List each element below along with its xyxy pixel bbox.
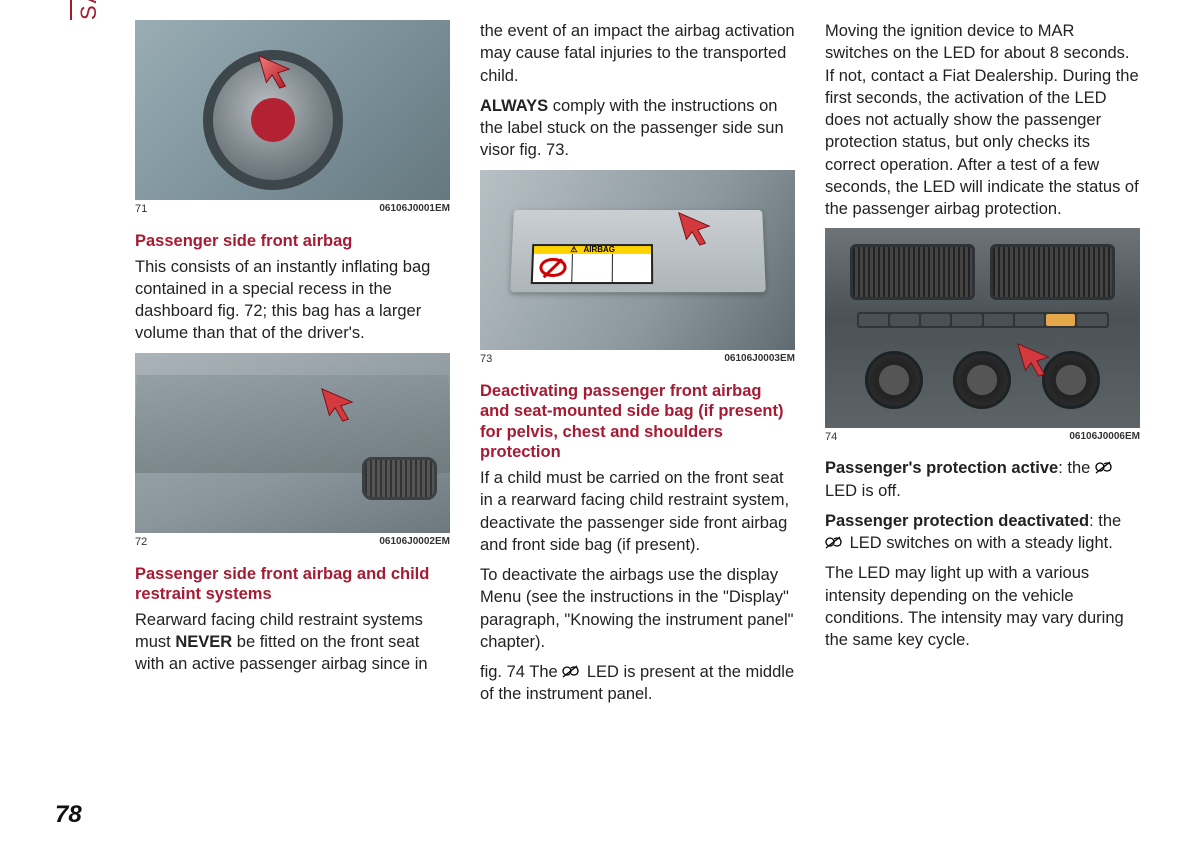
airbag-off-icon: [1095, 459, 1115, 473]
body-text: Moving the ignition device to MAR switch…: [825, 20, 1140, 220]
figure-code: 06106J0002EM: [379, 536, 450, 548]
figure-number: 74: [825, 431, 837, 443]
text-fragment: : the: [1058, 459, 1095, 477]
page-number: 78: [55, 801, 82, 829]
pointer-arrow-icon: [255, 52, 293, 90]
prohibit-icon: [533, 254, 573, 282]
body-text: Passenger protection deactivated: the LE…: [825, 510, 1140, 555]
airbag-warning-label: AIRBAG: [530, 244, 652, 284]
text-bold: Passenger's protection active: [825, 459, 1058, 477]
figure-code: 06106J0006EM: [1069, 431, 1140, 443]
text-bold-never: NEVER: [175, 633, 232, 651]
body-text: If a child must be carried on the front …: [480, 467, 795, 556]
figure-74-image: [825, 228, 1140, 428]
figure-71-image: [135, 20, 450, 200]
figure-number: 71: [135, 203, 147, 215]
heading-child-restraint: Passenger side front airbag and child re…: [135, 564, 450, 605]
figure-71: 71 06106J0001EM: [135, 20, 450, 225]
column-3: Moving the ignition device to MAR switch…: [825, 20, 1140, 800]
body-text: Rearward facing child restraint systems …: [135, 609, 450, 676]
figure-code: 06106J0001EM: [379, 203, 450, 215]
warning-pictogram: [612, 254, 651, 282]
text-bold: Passenger protection deactivated: [825, 512, 1089, 530]
figure-code: 06106J0003EM: [724, 353, 795, 365]
figure-73: AIRBAG 73 06106J0003EM: [480, 170, 795, 375]
column-1: 71 06106J0001EM Passenger side front air…: [135, 20, 450, 800]
warning-pictogram: [572, 254, 612, 282]
heading-passenger-airbag: Passenger side front airbag: [135, 231, 450, 252]
airbag-led-icon: [1046, 314, 1075, 326]
heading-deactivating: Deactivating passenger front airbag and …: [480, 381, 795, 464]
figure-72-image: [135, 353, 450, 533]
figure-number: 73: [480, 353, 492, 365]
body-text: To deactivate the airbags use the displa…: [480, 564, 795, 653]
text-fragment: : the: [1089, 512, 1121, 530]
figure-74: 74 06106J0006EM: [825, 228, 1140, 453]
body-text: the event of an impact the airbag activa…: [480, 20, 795, 87]
figure-number: 72: [135, 536, 147, 548]
airbag-off-icon: [562, 663, 582, 677]
body-text: The LED may light up with a various inte…: [825, 562, 1140, 651]
text-fragment: LED switches on with a steady light.: [845, 534, 1113, 552]
section-tab: SAFETY: [70, 0, 102, 20]
pointer-arrow-icon: [318, 385, 356, 423]
pointer-arrow-icon: [1014, 340, 1052, 378]
text-bold-always: ALWAYS: [480, 97, 548, 115]
body-text: ALWAYS comply with the instructions on t…: [480, 95, 795, 162]
body-text: This consists of an instantly inflating …: [135, 256, 450, 345]
text-fragment: fig. 74 The: [480, 663, 562, 681]
airbag-off-icon: [825, 534, 845, 548]
figure-73-image: AIRBAG: [480, 170, 795, 350]
body-text: Passenger's protection active: the LED i…: [825, 457, 1140, 502]
pointer-arrow-icon: [675, 209, 713, 247]
text-fragment: LED is off.: [825, 482, 901, 500]
column-2: the event of an impact the airbag activa…: [480, 20, 795, 800]
figure-72: 72 06106J0002EM: [135, 353, 450, 558]
body-text: fig. 74 The LED is present at the middle…: [480, 661, 795, 706]
content-columns: 71 06106J0001EM Passenger side front air…: [135, 20, 1140, 800]
